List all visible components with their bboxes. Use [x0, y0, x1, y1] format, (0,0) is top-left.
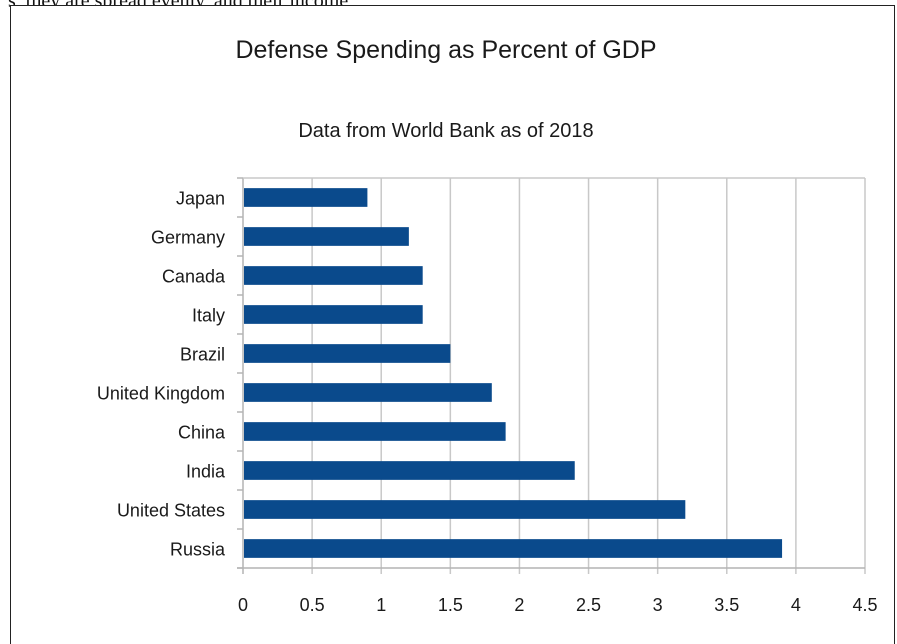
category-label: India — [186, 462, 226, 482]
x-tick-label: 0.5 — [300, 595, 325, 615]
category-label: China — [178, 423, 226, 443]
x-tick-label: 2.5 — [576, 595, 601, 615]
category-label: Italy — [192, 306, 225, 326]
x-tick-label: 1 — [376, 595, 386, 615]
category-label: United States — [117, 501, 225, 521]
bar-india — [244, 461, 575, 480]
bar-canada — [244, 266, 423, 285]
x-tick-label: 1.5 — [438, 595, 463, 615]
bar-china — [244, 422, 506, 441]
bar-russia — [244, 539, 783, 558]
category-label: Russia — [170, 540, 226, 560]
chart-frame — [10, 5, 895, 644]
bar-italy — [244, 305, 423, 324]
bar-japan — [244, 188, 368, 207]
bars — [244, 188, 783, 558]
x-tick-label: 3.5 — [714, 595, 739, 615]
x-tick-labels: 0 0.5 1 1.5 2 2.5 3 3.5 4 4.5 — [238, 595, 878, 615]
x-tick-label: 3 — [653, 595, 663, 615]
bar-united-kingdom — [244, 383, 492, 402]
category-label: Japan — [176, 189, 225, 209]
bar-germany — [244, 227, 409, 246]
x-tick-label: 0 — [238, 595, 248, 615]
category-label: Canada — [162, 267, 226, 287]
category-label: United Kingdom — [97, 384, 225, 404]
category-label: Brazil — [180, 345, 225, 365]
x-tick-label: 4 — [791, 595, 801, 615]
category-label: Germany — [151, 228, 225, 248]
bar-united-states — [244, 500, 686, 519]
x-tick-label: 2 — [514, 595, 524, 615]
chart-title: Defense Spending as Percent of GDP — [235, 36, 656, 64]
x-tick-label: 4.5 — [852, 595, 877, 615]
bar-brazil — [244, 344, 451, 363]
chart-subtitle: Data from World Bank as of 2018 — [298, 120, 593, 142]
category-labels: Japan Germany Canada Italy Brazil United King… — [97, 189, 226, 560]
